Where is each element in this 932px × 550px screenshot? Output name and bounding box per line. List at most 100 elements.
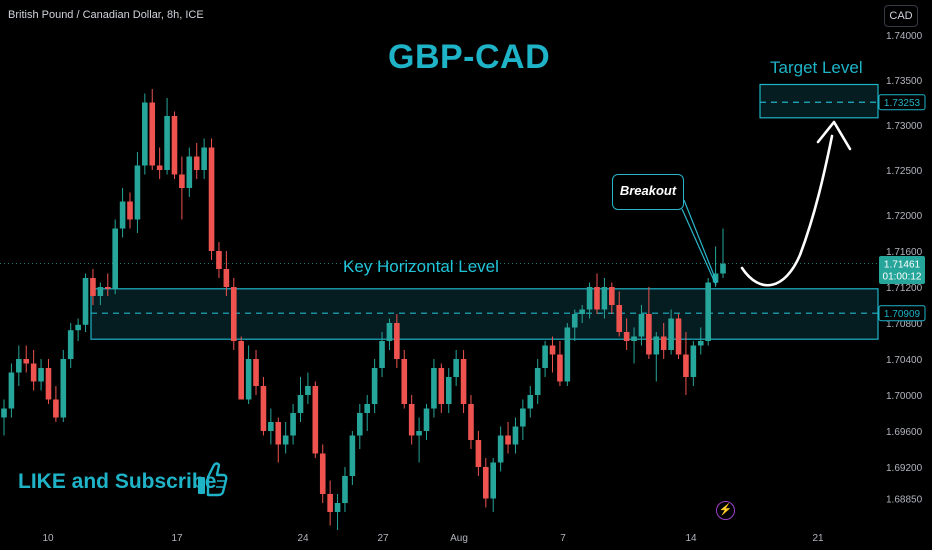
currency-button[interactable]: CAD [884,5,918,27]
y-tick-label: 1.70800 [886,319,923,330]
candle-body [208,147,215,251]
projection-arrow [740,134,834,287]
candle-body [201,147,207,170]
candle-body [119,201,126,229]
candle-body [609,287,615,305]
bullish-candle [8,363,15,418]
candle-body [90,278,96,296]
candle-body [253,359,259,386]
bullish-candle [542,341,548,377]
bullish-candle [60,350,67,422]
y-tick-label: 1.70000 [886,391,923,402]
projection-arrow-head [816,120,852,151]
bullish-candle [705,278,711,346]
candle-body [520,408,526,427]
bullish-candle [119,188,126,238]
bearish-candle [483,458,489,508]
candle-body [668,318,674,350]
candle-body [53,399,59,418]
price-tag-countdown: 01:00:12 [883,272,922,283]
breakout-pointer [681,199,718,286]
time-axis[interactable]: 10 17 24 27 Aug 7 14 21 [42,533,824,544]
bullish-candle [268,408,274,445]
bullish-candle [201,138,207,179]
bullish-candle [75,318,81,341]
bearish-candle [609,282,615,314]
zones [90,83,879,340]
y-tick-label: 1.69600 [886,427,923,438]
key-level-price-tag[interactable]: 1.70909 [878,305,926,322]
y-tick-label: 1.71200 [886,283,923,294]
candle-body [104,287,111,289]
candle-body [142,102,148,166]
candle-body [186,156,193,188]
candle-body [497,435,504,463]
target-price-tag[interactable]: 1.73253 [878,94,926,111]
bullish-candle [653,332,660,382]
candle-body [238,341,244,400]
bearish-candle [238,336,244,400]
x-tick-label: 17 [171,533,183,544]
candle-body [305,386,311,395]
bearish-candle [683,332,689,395]
candle-body [638,314,645,337]
bullish-candle [638,305,645,346]
candle-body [408,404,415,436]
candle-body [586,287,593,310]
bearish-candle [230,278,237,350]
target-level-label: Target Level [770,58,863,77]
bullish-candle [334,494,341,530]
x-tick-label: 24 [297,533,309,544]
bullish-candle [371,359,378,413]
candle-body [697,341,704,346]
candle-body [371,368,378,404]
candle-body [1,408,7,418]
y-tick-label: 1.73000 [886,121,923,132]
key-horizontal-zone [90,288,879,340]
candle-body [275,422,282,445]
bearish-candle [312,381,319,458]
candle-body [245,359,252,400]
candle-body [75,324,81,331]
bullish-candle [690,341,697,386]
bearish-candle [505,422,511,454]
candle-body [601,287,608,310]
candle-body [579,309,585,314]
bullish-candle [349,431,356,485]
candle-body [705,282,711,341]
candle-body [327,494,333,512]
candle-body [364,404,371,413]
candle-body [16,359,22,373]
bullish-candle [534,359,541,404]
price-axis[interactable]: 1.74000 1.73500 1.73000 1.72500 1.72000 1.716… [878,31,926,506]
bullish-candle [282,422,289,454]
bullish-candle [82,273,89,332]
bullish-candle [305,372,311,404]
bearish-candle [90,269,96,305]
y-tick-label: 1.68850 [886,495,923,506]
bearish-candle [408,395,415,445]
bearish-candle [675,314,682,359]
symbol-info: British Pound / Canadian Dollar, 8h, ICE [8,9,204,21]
candle-body [460,359,467,404]
bullish-candle [697,327,704,355]
candle-body [557,354,563,382]
lightning-icon[interactable]: ⚡ [716,501,735,520]
x-tick-label: 7 [560,533,566,544]
candle-body [112,228,118,289]
candle-body [260,386,267,431]
candle-body [297,395,304,413]
candle-body [571,314,578,328]
bearish-candle [623,318,630,350]
bearish-candle [557,341,563,386]
bullish-candle [631,327,637,364]
candle-body [179,174,185,188]
candle-body [660,336,667,350]
candle-body [542,345,548,368]
candle-body [690,345,697,377]
candle-body [438,368,445,404]
bullish-candle [668,309,674,355]
bearish-candle [327,480,333,526]
